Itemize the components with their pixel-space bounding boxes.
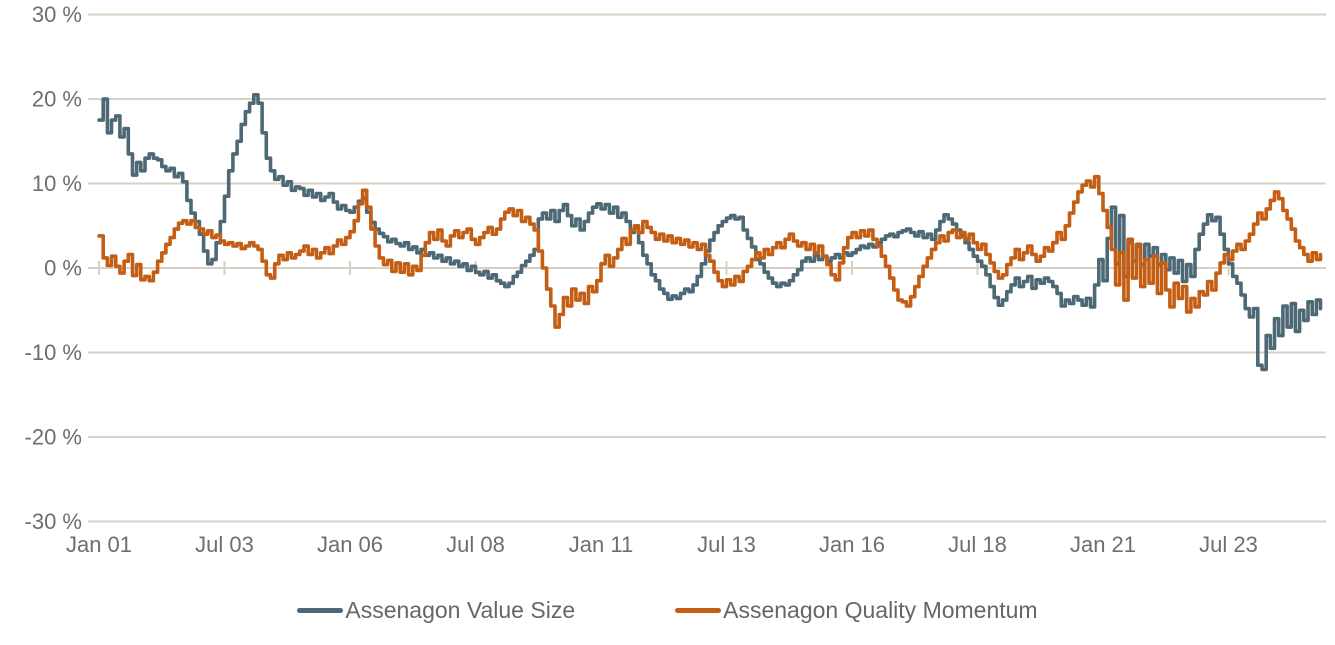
legend-label-quality-momentum: Assenagon Quality Momentum: [723, 597, 1038, 623]
x-tick-label: Jan 16: [819, 532, 885, 557]
series-layer: [97, 93, 1323, 372]
x-tick-label: Jul 03: [195, 532, 254, 557]
legend-label-value-size: Assenagon Value Size: [345, 597, 576, 623]
y-tick-label: 10 %: [32, 171, 82, 196]
y-tick-label: 30 %: [32, 2, 82, 27]
legend-item-value-size: Assenagon Value Size: [297, 597, 575, 624]
value-size-line-swatch: [297, 608, 344, 613]
series-path-value-size: [97, 93, 1323, 372]
x-tick-label: Jan 11: [569, 532, 633, 557]
x-tick-label: Jan 06: [317, 532, 383, 557]
x-tick-label: Jul 13: [697, 532, 756, 557]
grid-layer: [88, 13, 1326, 523]
chart-legend: Assenagon Value Size Assenagon Quality M…: [0, 597, 1335, 624]
x-tick-label: Jan 01: [66, 532, 132, 557]
x-tick-label: Jul 23: [1199, 532, 1258, 557]
y-tick-label: 20 %: [32, 87, 82, 112]
x-axis-labels: Jan 01 Jul 03 Jan 06 Jul 08 Jan 11 Jul 13 Jan …: [66, 532, 1258, 557]
y-tick-label: -20 %: [25, 425, 82, 450]
y-tick-label: -30 %: [25, 509, 82, 534]
x-tick-label: Jul 18: [948, 532, 1007, 557]
legend-item-quality-momentum: Assenagon Quality Momentum: [675, 597, 1038, 624]
series-path-quality-momentum: [97, 174, 1323, 329]
x-tick-label: Jul 08: [446, 532, 505, 557]
y-axis-labels: 30 % 20 % 10 % 0 % -10 % -20 % -30 %: [25, 2, 82, 534]
y-tick-label: 0 %: [44, 256, 82, 281]
y-tick-label: -10 %: [25, 340, 82, 365]
x-tick-label: Jan 21: [1070, 532, 1136, 557]
quality-momentum-line-swatch: [675, 608, 722, 613]
